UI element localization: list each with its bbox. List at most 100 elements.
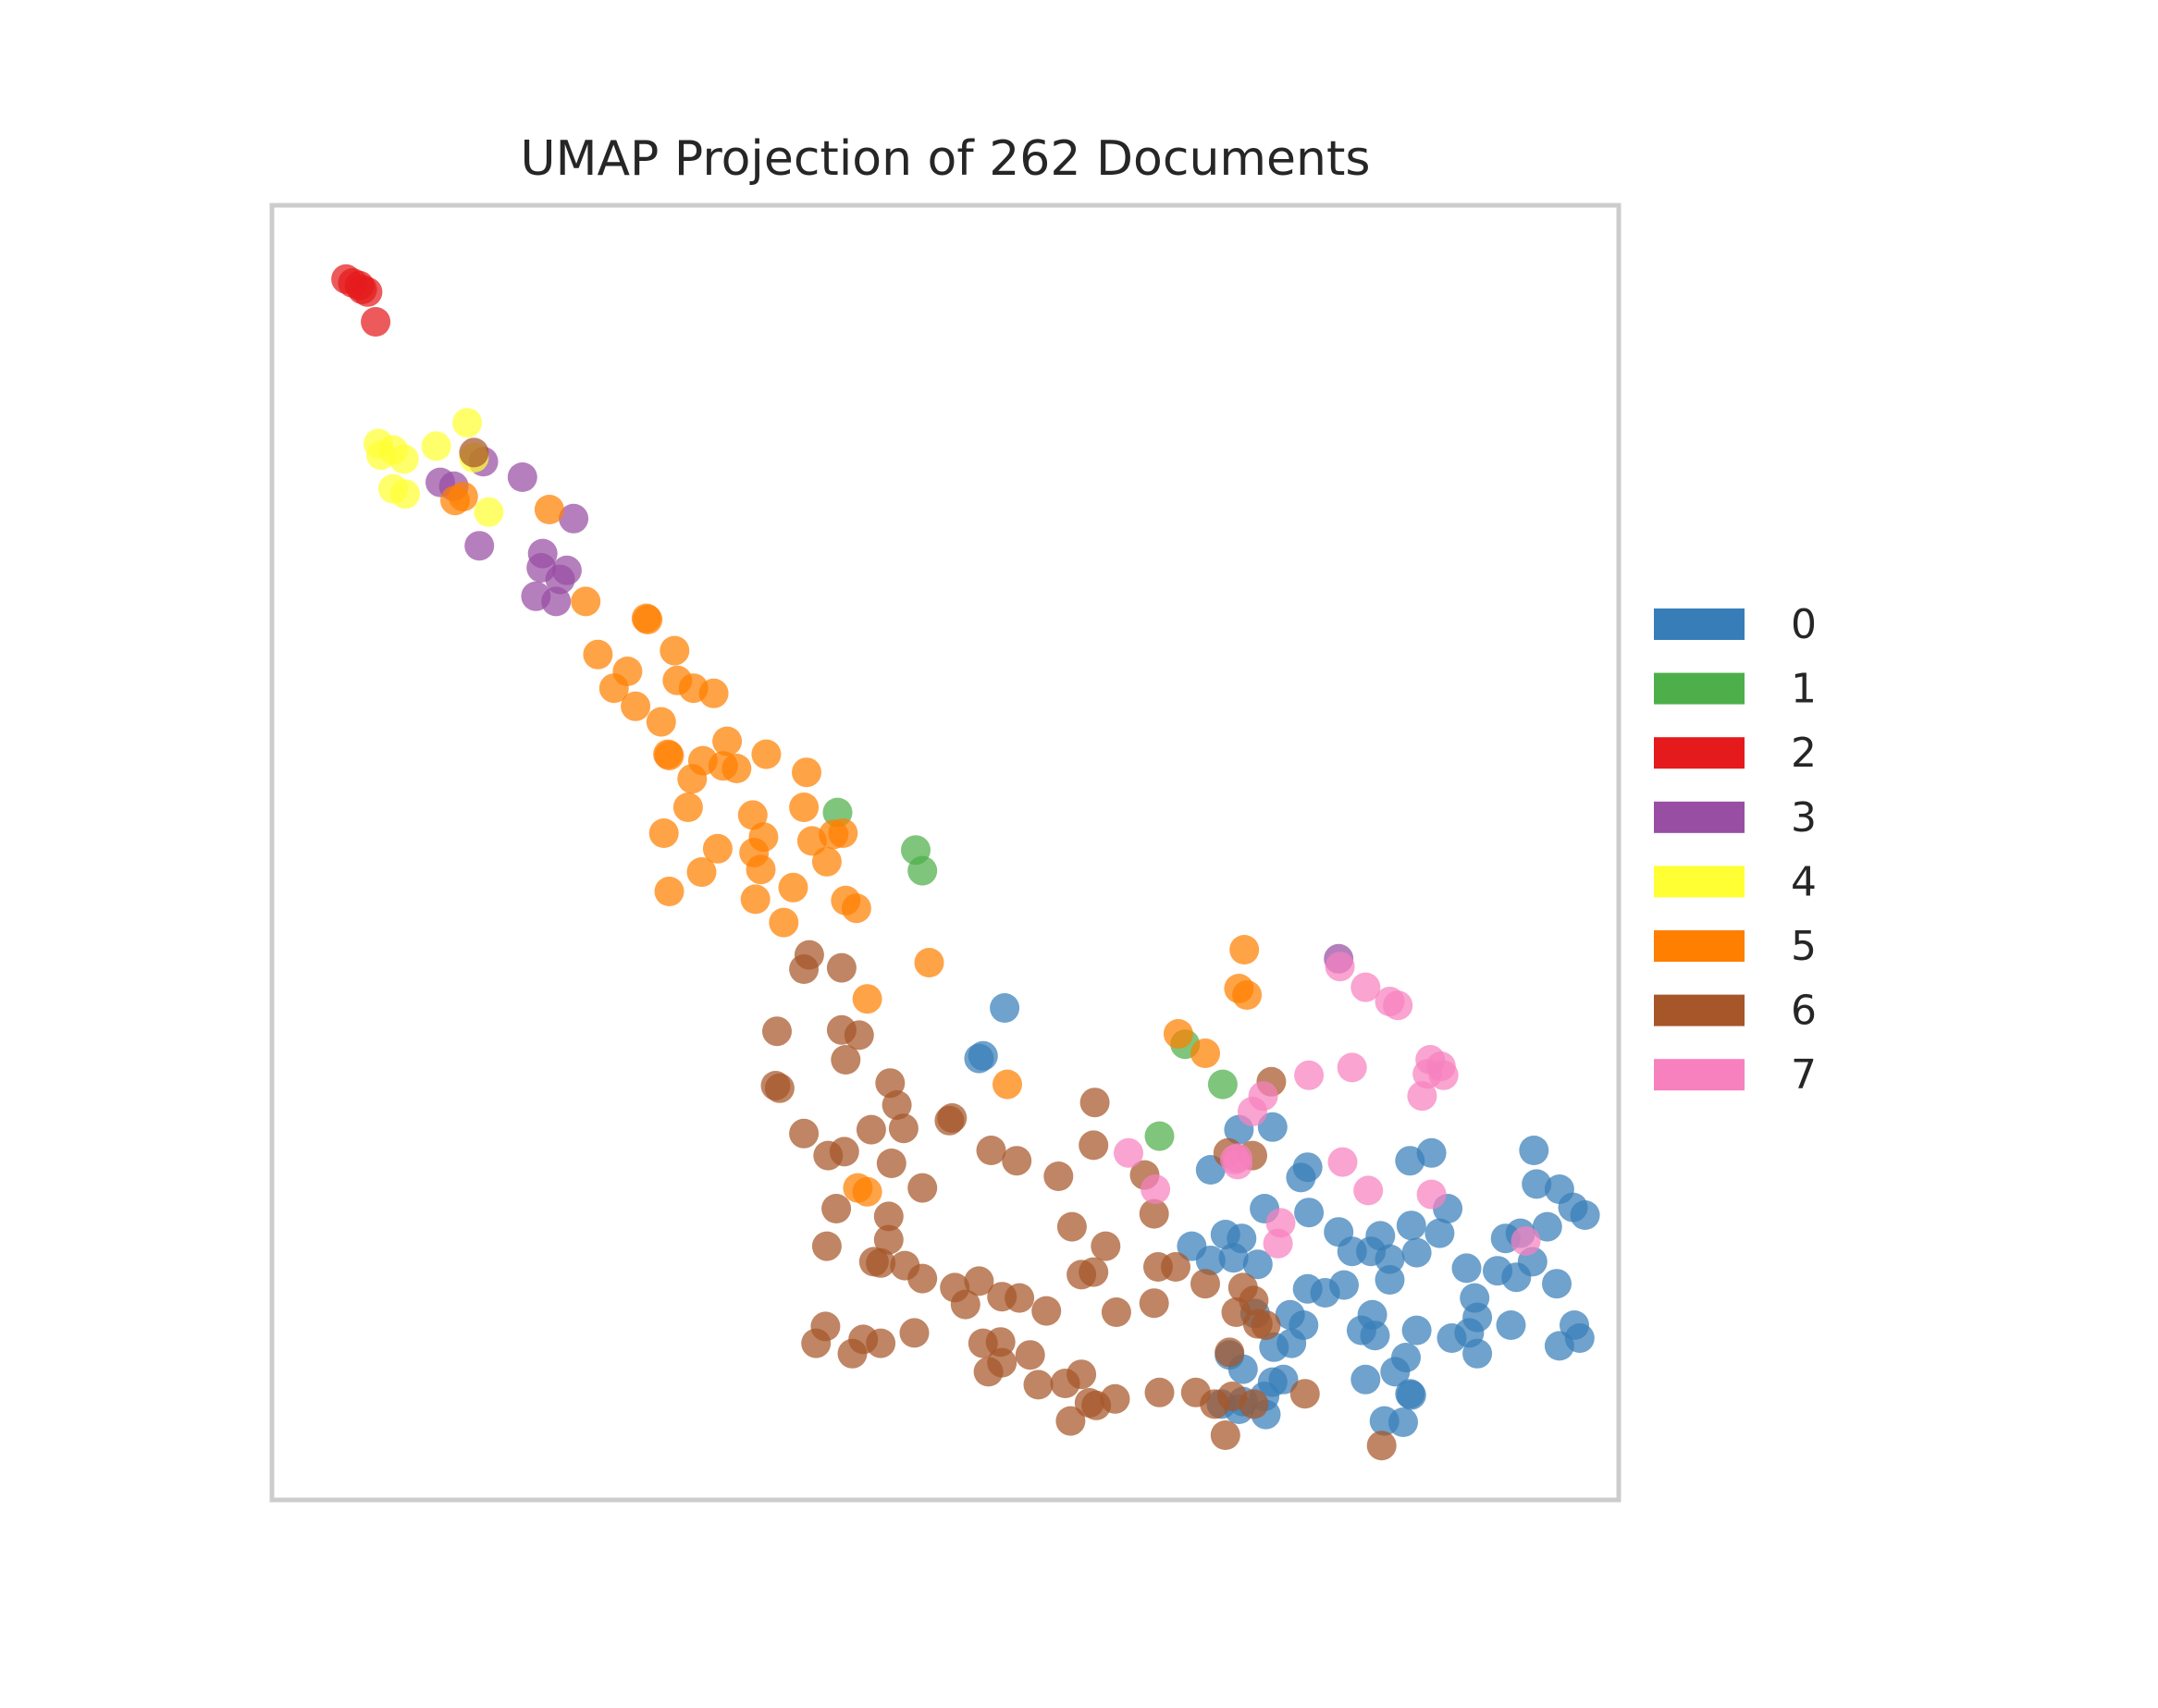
point-cluster-7-9 bbox=[1294, 1060, 1325, 1090]
series-7 bbox=[1114, 952, 1541, 1259]
point-cluster-0-38 bbox=[1365, 1221, 1396, 1251]
point-cluster-1-4 bbox=[1207, 1069, 1238, 1100]
point-cluster-6-4 bbox=[762, 1016, 792, 1047]
point-cluster-5-47 bbox=[1163, 1019, 1193, 1049]
point-cluster-6-10 bbox=[764, 1073, 795, 1103]
point-cluster-6-2 bbox=[789, 954, 820, 984]
point-cluster-5-21 bbox=[721, 754, 752, 783]
point-cluster-7-8 bbox=[1407, 1081, 1437, 1112]
legend-swatch-5 bbox=[1654, 930, 1745, 962]
point-cluster-5-3 bbox=[571, 586, 601, 617]
point-cluster-0-52 bbox=[1388, 1407, 1418, 1437]
point-cluster-0-60 bbox=[1496, 1310, 1526, 1340]
legend-swatch-6 bbox=[1654, 994, 1745, 1026]
legend-label-7: 7 bbox=[1791, 1051, 1817, 1099]
point-cluster-6-7 bbox=[831, 1045, 861, 1075]
legend-swatch-7 bbox=[1654, 1059, 1745, 1091]
point-cluster-5-40 bbox=[841, 893, 871, 924]
point-cluster-6-14 bbox=[888, 1113, 919, 1144]
point-cluster-5-37 bbox=[654, 877, 684, 906]
point-cluster-5-50 bbox=[993, 1069, 1022, 1100]
point-cluster-5-22 bbox=[792, 757, 821, 788]
point-cluster-5-11 bbox=[698, 678, 729, 708]
legend-swatch-1 bbox=[1654, 672, 1745, 705]
point-cluster-6-79 bbox=[1200, 1389, 1230, 1419]
point-cluster-0-69 bbox=[1564, 1323, 1595, 1353]
point-cluster-4-8 bbox=[378, 473, 408, 504]
point-cluster-0-47 bbox=[1380, 1357, 1411, 1387]
point-cluster-7-16 bbox=[1220, 1144, 1250, 1174]
point-cluster-1-5 bbox=[1144, 1121, 1175, 1151]
point-cluster-6-82 bbox=[1055, 1406, 1086, 1436]
point-cluster-6-61 bbox=[866, 1328, 896, 1358]
point-cluster-5-6 bbox=[583, 639, 613, 670]
point-cluster-6-44 bbox=[873, 1224, 904, 1255]
point-cluster-6-32 bbox=[1079, 1257, 1109, 1287]
point-cluster-0-2 bbox=[968, 1040, 998, 1071]
point-cluster-6-36 bbox=[1190, 1269, 1220, 1299]
legend-label-2: 2 bbox=[1791, 730, 1817, 777]
point-cluster-6-22 bbox=[1043, 1161, 1074, 1191]
point-cluster-0-30 bbox=[1375, 1244, 1405, 1274]
point-cluster-3-11 bbox=[541, 586, 572, 617]
point-cluster-6-6 bbox=[844, 1020, 874, 1051]
point-cluster-2-4 bbox=[344, 270, 375, 301]
legend-label-4: 4 bbox=[1791, 858, 1817, 905]
point-cluster-5-23 bbox=[677, 764, 708, 794]
point-cluster-7-17 bbox=[1141, 1174, 1171, 1204]
point-cluster-3-5 bbox=[464, 531, 495, 561]
legend: 0 1 2 3 4 5 6 7 bbox=[1654, 601, 1817, 1099]
point-cluster-5-38 bbox=[778, 872, 808, 903]
point-cluster-5-52 bbox=[843, 1173, 873, 1203]
series-2 bbox=[331, 264, 391, 337]
point-cluster-5-7 bbox=[660, 635, 690, 666]
legend-swatch-3 bbox=[1654, 801, 1745, 833]
point-cluster-6-51 bbox=[950, 1289, 980, 1320]
point-cluster-0-53 bbox=[1462, 1338, 1493, 1369]
point-cluster-6-46 bbox=[858, 1247, 889, 1277]
scatter-points bbox=[331, 264, 1600, 1461]
point-cluster-6-0 bbox=[459, 437, 489, 468]
point-cluster-5-31 bbox=[796, 826, 827, 856]
point-cluster-0-8 bbox=[1286, 1162, 1316, 1193]
point-cluster-0-66 bbox=[1570, 1200, 1600, 1230]
legend-label-3: 3 bbox=[1791, 794, 1817, 842]
plot-frame bbox=[269, 203, 1622, 1503]
point-cluster-0-41 bbox=[1360, 1321, 1390, 1351]
legend-label-1: 1 bbox=[1791, 666, 1817, 713]
point-cluster-5-36 bbox=[686, 857, 717, 887]
point-cluster-0-37 bbox=[1416, 1137, 1447, 1168]
point-cluster-0-31 bbox=[1375, 1265, 1405, 1295]
point-cluster-5-12 bbox=[598, 673, 629, 704]
point-cluster-0-9 bbox=[1294, 1198, 1325, 1228]
point-cluster-6-64 bbox=[837, 1338, 868, 1369]
point-cluster-5-43 bbox=[914, 948, 944, 977]
point-cluster-6-53 bbox=[1005, 1283, 1035, 1313]
point-cluster-6-11 bbox=[882, 1090, 912, 1120]
point-cluster-0-70 bbox=[1519, 1136, 1549, 1165]
point-cluster-0-75 bbox=[1242, 1249, 1273, 1280]
point-cluster-0-46 bbox=[1350, 1364, 1381, 1395]
legend-label-5: 5 bbox=[1791, 923, 1817, 970]
point-cluster-6-68 bbox=[1015, 1340, 1045, 1370]
point-cluster-5-25 bbox=[737, 800, 768, 830]
point-cluster-6-80 bbox=[1239, 1389, 1269, 1419]
point-cluster-5-35 bbox=[746, 854, 776, 885]
point-cluster-7-12 bbox=[1238, 1097, 1267, 1126]
point-cluster-6-12 bbox=[789, 1118, 820, 1149]
point-cluster-6-83 bbox=[1210, 1420, 1240, 1450]
point-cluster-5-27 bbox=[648, 818, 679, 848]
point-cluster-5-44 bbox=[1229, 935, 1260, 965]
point-cluster-6-23 bbox=[1079, 1087, 1110, 1118]
point-cluster-6-13 bbox=[856, 1114, 886, 1145]
legend-swatch-0 bbox=[1654, 608, 1745, 640]
point-cluster-0-49 bbox=[1424, 1218, 1455, 1248]
point-cluster-0-34 bbox=[1401, 1237, 1432, 1268]
point-cluster-6-71 bbox=[1023, 1370, 1054, 1400]
point-cluster-6-27 bbox=[821, 1194, 852, 1223]
point-cluster-0-72 bbox=[1257, 1112, 1288, 1142]
point-cluster-0-61 bbox=[1462, 1302, 1493, 1333]
point-cluster-0-50 bbox=[1396, 1380, 1426, 1410]
point-cluster-6-75 bbox=[1100, 1383, 1130, 1414]
legend-swatch-4 bbox=[1654, 866, 1745, 898]
